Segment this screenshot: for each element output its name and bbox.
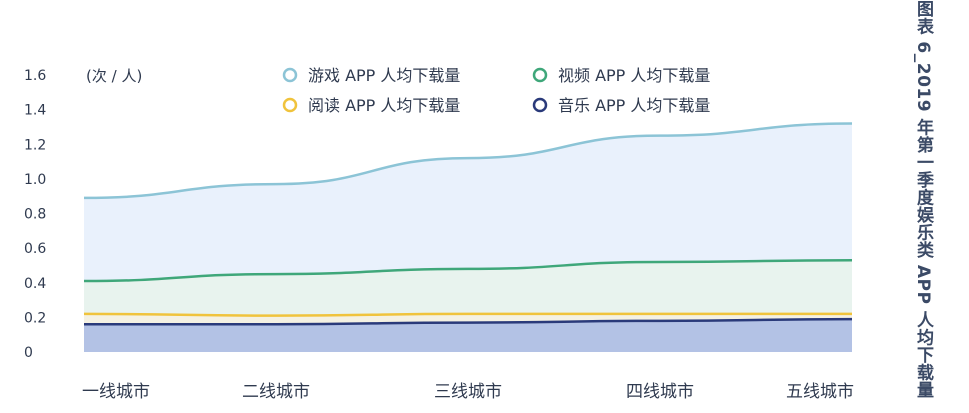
legend-label: 游戏 APP 人均下载量 bbox=[308, 66, 460, 85]
area-series-3 bbox=[84, 319, 852, 352]
y-tick-label: 0.4 bbox=[24, 276, 46, 292]
y-axis-unit-label: (次 / 人) bbox=[86, 67, 142, 85]
x-category-label: 一线城市 bbox=[82, 382, 150, 402]
legend-marker bbox=[282, 97, 298, 113]
legend-label: 音乐 APP 人均下载量 bbox=[558, 96, 710, 115]
chart-areas bbox=[84, 123, 852, 352]
legend-item: 音乐 APP 人均下载量 bbox=[532, 96, 710, 115]
legend-item: 视频 APP 人均下载量 bbox=[532, 66, 710, 85]
legend-item: 游戏 APP 人均下载量 bbox=[282, 66, 460, 85]
line-series-2 bbox=[83, 312, 852, 317]
y-tick-label: 1.0 bbox=[24, 172, 46, 188]
y-tick-label: 0.8 bbox=[24, 207, 46, 223]
legend-marker bbox=[532, 97, 548, 113]
y-tick-label: 0.6 bbox=[24, 241, 46, 257]
legend-item: 阅读 APP 人均下载量 bbox=[282, 96, 460, 115]
legend-marker bbox=[532, 67, 548, 83]
legend-label: 阅读 APP 人均下载量 bbox=[308, 96, 460, 115]
line-series-0 bbox=[83, 122, 853, 200]
x-category-label: 三线城市 bbox=[434, 382, 502, 402]
y-tick-label: 0.2 bbox=[24, 310, 46, 326]
x-category-label: 四线城市 bbox=[626, 382, 694, 402]
y-tick-label: 1.2 bbox=[24, 137, 46, 153]
legend-label: 视频 APP 人均下载量 bbox=[558, 66, 710, 85]
y-axis-ticks: 0 0.2 0.4 0.6 0.8 1.0 1.2 1.4 1.6 bbox=[24, 68, 46, 361]
chart-title-vertical: 图表 6_2019 年第一季度娱乐类 APP 人均下载量 bbox=[913, 0, 933, 399]
y-tick-label: 1.4 bbox=[24, 103, 46, 119]
x-axis-categories: 一线城市 二线城市 三线城市 四线城市 五线城市 bbox=[82, 382, 854, 402]
legend-marker bbox=[282, 67, 298, 83]
y-tick-label: 1.6 bbox=[24, 68, 46, 84]
y-tick-label: 0 bbox=[24, 345, 33, 361]
chart-lines bbox=[83, 122, 853, 326]
x-category-label: 二线城市 bbox=[242, 382, 310, 402]
x-category-label: 五线城市 bbox=[786, 382, 854, 402]
line-series-1 bbox=[83, 258, 853, 283]
line-series-3 bbox=[84, 317, 853, 326]
